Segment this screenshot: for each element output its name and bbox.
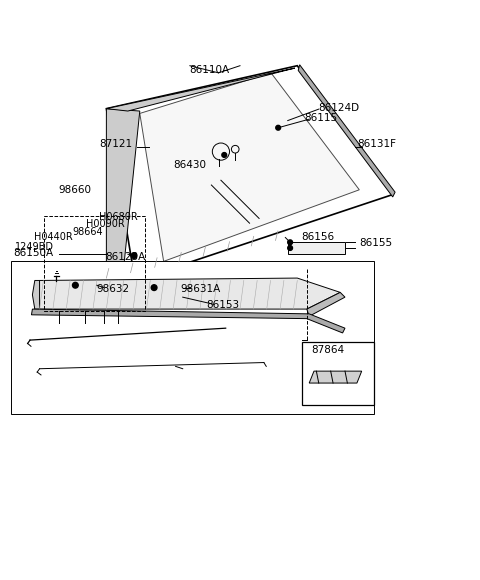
Bar xyxy=(44,216,144,311)
Text: 87121: 87121 xyxy=(99,139,132,150)
Text: 98632: 98632 xyxy=(96,284,129,294)
Text: 86123A: 86123A xyxy=(106,252,145,262)
Text: 98660: 98660 xyxy=(59,185,92,195)
Text: H0440R: H0440R xyxy=(34,231,72,241)
Circle shape xyxy=(288,240,292,245)
Bar xyxy=(288,242,345,254)
Text: 86156: 86156 xyxy=(301,231,334,241)
Circle shape xyxy=(276,125,281,130)
Text: 86150A: 86150A xyxy=(13,248,53,258)
Polygon shape xyxy=(32,309,345,333)
Bar xyxy=(302,343,373,404)
Circle shape xyxy=(131,253,137,259)
Text: 86115: 86115 xyxy=(304,113,337,123)
Text: H0090R: H0090R xyxy=(86,219,125,229)
Circle shape xyxy=(72,282,78,288)
Text: 86110A: 86110A xyxy=(189,66,229,75)
Polygon shape xyxy=(298,65,395,197)
Polygon shape xyxy=(309,371,362,383)
Text: 98664: 98664 xyxy=(72,227,103,237)
Polygon shape xyxy=(35,278,340,309)
Polygon shape xyxy=(107,68,295,111)
Text: 86131F: 86131F xyxy=(357,139,396,150)
Text: 87864: 87864 xyxy=(312,345,345,354)
Text: 98631A: 98631A xyxy=(180,284,221,294)
Polygon shape xyxy=(33,281,39,309)
Polygon shape xyxy=(107,108,140,273)
Text: H0680R: H0680R xyxy=(99,212,138,222)
Text: 86155: 86155 xyxy=(360,238,393,248)
Polygon shape xyxy=(307,292,345,316)
Circle shape xyxy=(151,285,157,291)
Text: 1249BD: 1249BD xyxy=(15,242,54,252)
Circle shape xyxy=(288,245,292,251)
Bar xyxy=(11,262,373,414)
Text: 86153: 86153 xyxy=(206,300,240,310)
Circle shape xyxy=(222,153,227,157)
Text: 86430: 86430 xyxy=(173,160,206,170)
Polygon shape xyxy=(140,73,360,262)
Text: 86124D: 86124D xyxy=(318,103,359,113)
